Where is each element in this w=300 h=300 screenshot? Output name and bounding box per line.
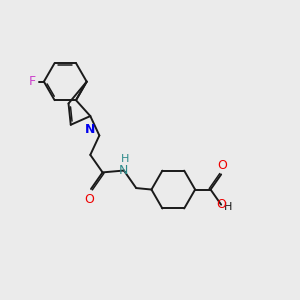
- Text: H: H: [121, 154, 130, 164]
- Text: O: O: [218, 159, 228, 172]
- Text: H: H: [224, 202, 232, 212]
- Text: O: O: [216, 197, 226, 211]
- Text: N: N: [85, 123, 95, 136]
- Text: F: F: [28, 75, 36, 88]
- Text: N: N: [119, 164, 129, 177]
- Text: O: O: [85, 193, 94, 206]
